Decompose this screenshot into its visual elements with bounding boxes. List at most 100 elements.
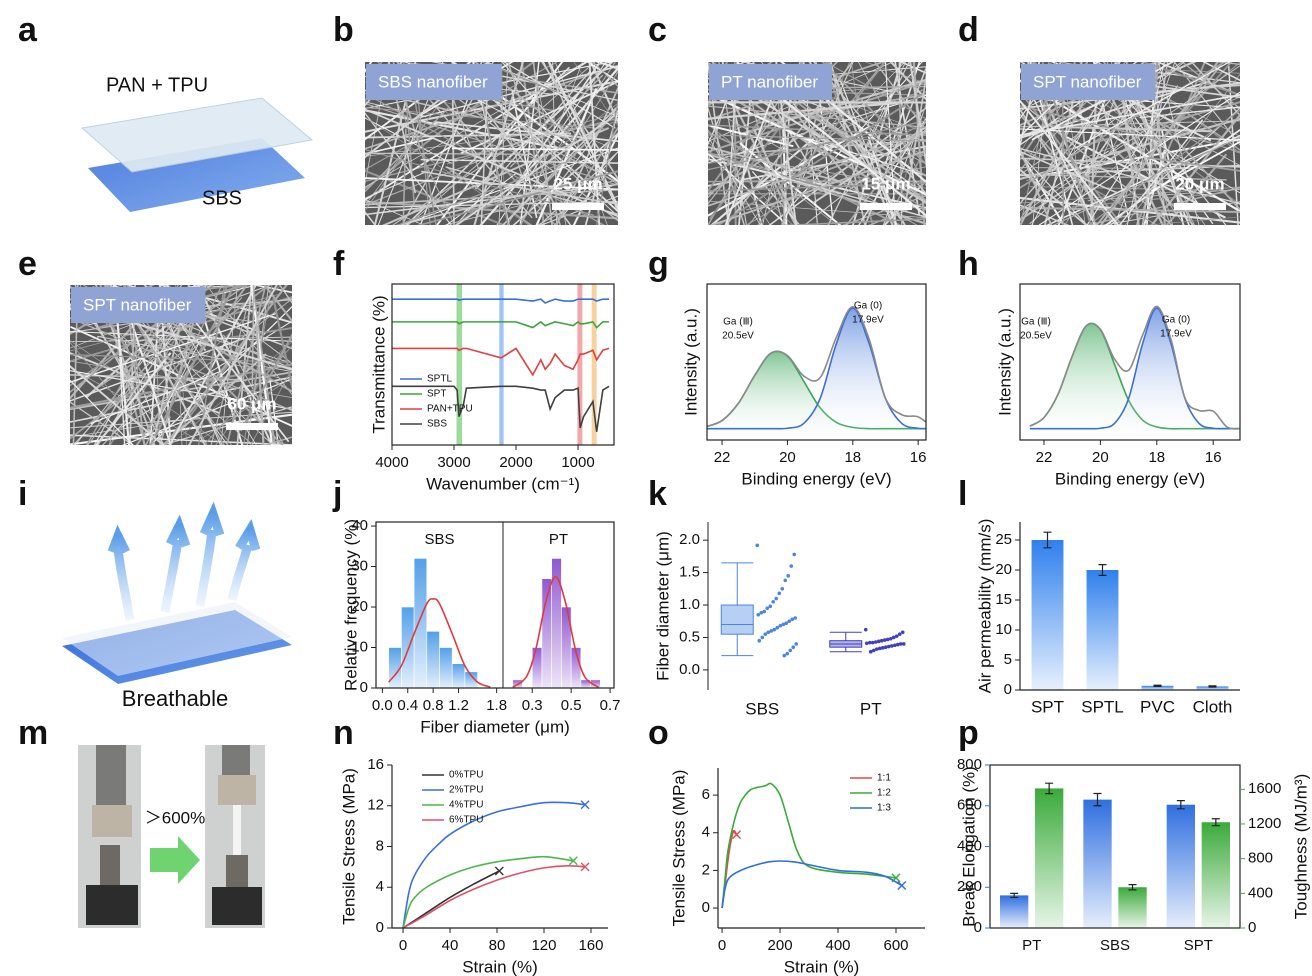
fiber xyxy=(70,401,134,445)
fiber xyxy=(1020,128,1240,141)
line-series xyxy=(707,307,926,430)
y-tick-label: 5 xyxy=(1004,651,1012,668)
fiber xyxy=(708,131,902,225)
y-tick-label: 0 xyxy=(1248,919,1256,936)
fiber xyxy=(1123,142,1164,225)
scale-label: 25 μm xyxy=(553,174,602,193)
fiber xyxy=(904,73,926,204)
point xyxy=(756,612,761,617)
fiber xyxy=(1155,62,1240,97)
histogram-bar xyxy=(541,578,552,689)
point xyxy=(775,625,780,630)
fiber xyxy=(1181,62,1240,110)
x-tick-label: 4000 xyxy=(375,454,408,471)
line-series xyxy=(1029,307,1240,430)
fiber xyxy=(250,367,292,445)
y-tick-label: 600 xyxy=(957,797,982,814)
fiber xyxy=(479,66,618,225)
x-axis-label: Binding energy (eV) xyxy=(741,469,891,488)
fiber xyxy=(431,62,618,101)
x-axis-label: Strain (%) xyxy=(462,957,538,976)
fiber xyxy=(197,285,226,445)
point xyxy=(888,636,893,641)
x-tick-label: 18 xyxy=(844,449,861,466)
fiber xyxy=(251,285,276,445)
fiber xyxy=(1118,119,1204,225)
x-tick-label: 1.8 xyxy=(486,697,507,714)
fiber xyxy=(70,337,245,402)
point xyxy=(780,587,785,591)
x-tick-label: 0 xyxy=(399,937,407,954)
fiber xyxy=(506,62,616,225)
whisker xyxy=(829,647,862,653)
y-axis-label: Intensity (a.u.) xyxy=(681,308,700,416)
annotation: 17.9eV xyxy=(1160,329,1192,340)
y-tick-label: 10 xyxy=(995,621,1012,638)
fiber xyxy=(446,111,618,165)
legend-label: SPT xyxy=(427,389,446,400)
fiber xyxy=(1087,188,1240,202)
y-axis-label: Air permeability (mm/s) xyxy=(975,519,994,694)
base xyxy=(86,885,138,925)
histogram-bar xyxy=(426,631,440,689)
point xyxy=(755,543,760,548)
point xyxy=(877,646,882,651)
error-bar xyxy=(1153,684,1162,687)
fiber xyxy=(1020,113,1117,225)
fiber xyxy=(435,62,564,225)
y-tick-label: 0 xyxy=(702,899,710,916)
x-tick-label: Cloth xyxy=(1193,697,1233,716)
y-tick-label: 15 xyxy=(995,591,1012,608)
y-axis-label: Intensity (a.u.) xyxy=(995,308,1014,416)
fiber xyxy=(1025,65,1240,212)
fiber xyxy=(539,151,618,225)
error-bar xyxy=(1045,782,1054,795)
fiber xyxy=(112,285,131,445)
fiber xyxy=(536,182,618,225)
area-series xyxy=(707,308,926,440)
clamp xyxy=(100,845,120,885)
fiber xyxy=(255,325,265,445)
panel-label: k xyxy=(648,475,667,513)
fit-curve xyxy=(388,598,491,688)
fiber xyxy=(708,62,804,193)
annotation: 20.5eV xyxy=(722,331,754,342)
x-tick-label: 160 xyxy=(578,937,603,954)
point xyxy=(790,617,795,622)
y-tick-label: 0 xyxy=(360,679,368,696)
x-tick-label: 0.3 xyxy=(522,697,543,714)
fiber xyxy=(236,285,253,445)
fiber xyxy=(365,62,586,188)
fiber xyxy=(1020,99,1120,225)
fiber xyxy=(519,70,618,225)
fiber xyxy=(1124,73,1240,225)
fiber xyxy=(365,107,606,130)
fiber xyxy=(1064,62,1166,225)
x-tick-label: SBS xyxy=(745,699,779,718)
bar xyxy=(1141,685,1174,690)
group-label: SBS xyxy=(424,531,454,548)
x-tick-label: 1.2 xyxy=(448,697,469,714)
scale-bar xyxy=(552,203,604,210)
point xyxy=(763,632,768,637)
fiber xyxy=(1044,62,1083,225)
x-tick-label: 3000 xyxy=(437,454,470,471)
fiber xyxy=(365,62,389,186)
fiber xyxy=(205,285,292,396)
fiber xyxy=(884,62,897,225)
panel-label: j xyxy=(332,475,342,513)
error-bar xyxy=(1211,818,1220,827)
x-tick-label: 120 xyxy=(531,937,556,954)
y-tick-label: 8 xyxy=(376,837,384,854)
x-tick-label: 20 xyxy=(779,449,796,466)
fiber xyxy=(109,285,229,445)
plot-frame xyxy=(375,521,615,689)
fiber xyxy=(70,413,292,445)
fiber xyxy=(733,62,737,225)
fiber xyxy=(479,112,618,184)
fiber xyxy=(1092,62,1130,221)
fiber xyxy=(1029,62,1074,225)
y-tick-label: 4 xyxy=(376,878,384,895)
illustration-a: PAN + TPU SBS xyxy=(80,74,314,212)
fiber xyxy=(70,434,292,445)
